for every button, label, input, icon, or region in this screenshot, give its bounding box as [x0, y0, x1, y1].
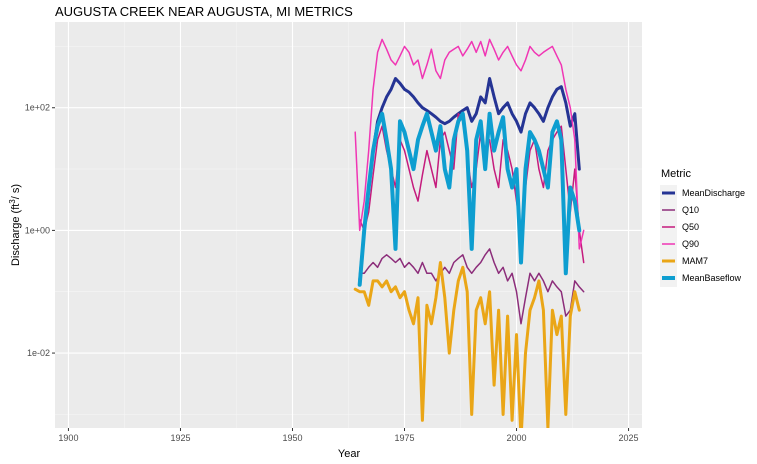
legend-label-q50: Q50: [682, 222, 699, 232]
legend-label-q90: Q90: [682, 239, 699, 249]
legend-label-mam7: MAM7: [682, 256, 708, 266]
chart-title: AUGUSTA CREEK NEAR AUGUSTA, MI METRICS: [55, 4, 353, 19]
legend-label-q10: Q10: [682, 205, 699, 215]
series-line-q90: [354, 38, 585, 250]
y-tick-label: 1e-02: [27, 348, 50, 358]
x-tick-label: 1950: [282, 433, 302, 443]
x-tick-label: 2000: [507, 433, 527, 443]
y-axis-title-prefix: Discharge (ft: [10, 204, 22, 266]
series-line-mam7: [353, 261, 581, 428]
series-line-meandischarge: [358, 77, 581, 283]
series-group: [353, 38, 585, 428]
legend-label-meanbaseflow: MeanBaseflow: [682, 273, 742, 283]
x-axis: 1900 1925 1950 1975 2000 2025: [58, 428, 639, 443]
y-axis-title-superscript: 3: [8, 199, 17, 204]
series-line-q10: [358, 248, 585, 325]
y-tick-label: 1e+02: [25, 103, 50, 113]
y-axis-title-suffix: / s): [10, 184, 22, 199]
legend: Metric MeanDischarge Q10 Q50 Q90 MAM7 MeanBas…: [660, 168, 745, 287]
x-tick-label: 2025: [619, 433, 639, 443]
y-axis: 1e-02 1e+00 1e+02: [25, 103, 55, 358]
series-line-meanbaseflow: [357, 111, 582, 287]
x-tick-label: 1900: [58, 433, 78, 443]
legend-label-meandischarge: MeanDischarge: [682, 188, 745, 198]
x-tick-label: 1925: [170, 433, 190, 443]
plot-panel: [55, 22, 642, 428]
x-axis-title: Year: [338, 448, 361, 460]
legend-title: Metric: [661, 168, 691, 180]
y-axis-title: Discharge (ft3/ s): [8, 184, 22, 266]
y-tick-label: 1e+00: [25, 225, 50, 235]
x-tick-label: 1975: [394, 433, 414, 443]
